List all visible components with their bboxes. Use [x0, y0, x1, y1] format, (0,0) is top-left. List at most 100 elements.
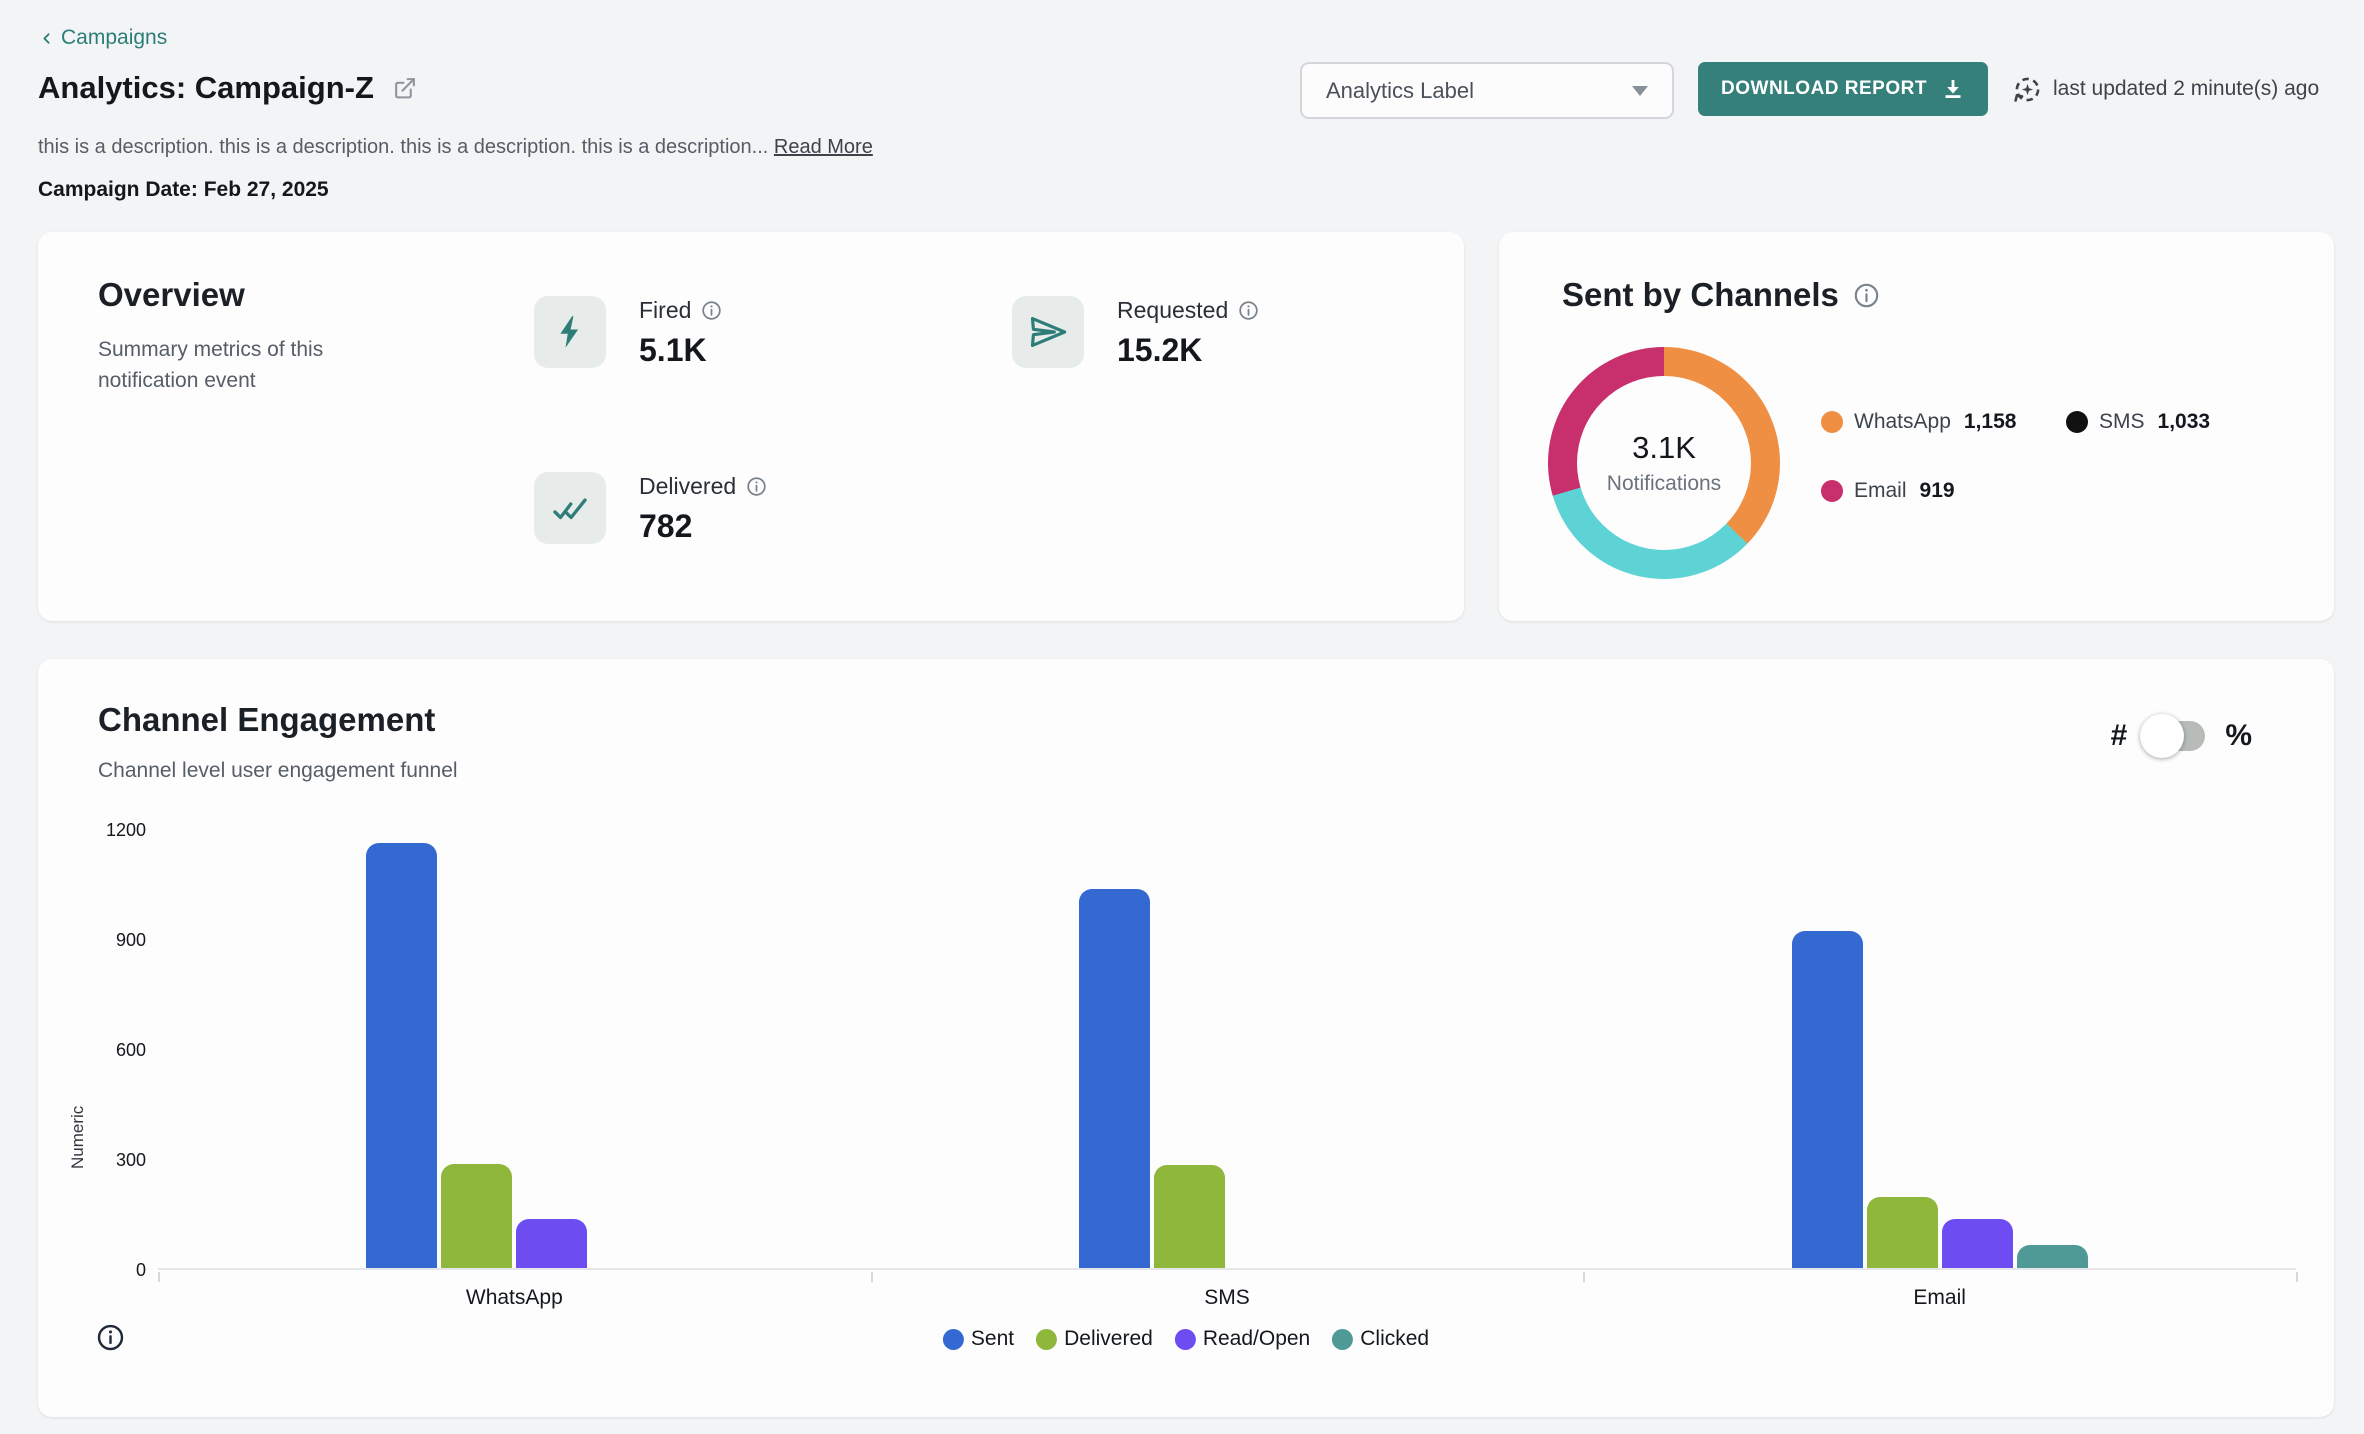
overview-subtitle: Summary metrics of this notification eve…: [98, 338, 324, 392]
x-axis-tick: [870, 1272, 873, 1282]
percent-icon: %: [2225, 719, 2252, 752]
external-link-icon[interactable]: [392, 76, 417, 101]
legend-dot-sent: [942, 1328, 964, 1350]
y-tick-300: 300: [115, 1150, 146, 1170]
download-icon: [1941, 77, 1965, 101]
category-section-email: Email: [1583, 830, 2296, 1309]
download-report-label: DOWNLOAD REPORT: [1721, 78, 1927, 99]
info-icon[interactable]: [1238, 300, 1259, 321]
lightning-icon: [534, 296, 606, 368]
download-report-button[interactable]: DOWNLOAD REPORT: [1698, 62, 1988, 116]
bar-delivered-email: [1866, 1196, 1938, 1268]
overview-title: Overview: [98, 276, 245, 313]
overview-card: Overview Summary metrics of this notific…: [38, 232, 1464, 621]
legend-item-whatsapp[interactable]: WhatsApp 1,158: [1821, 410, 2016, 434]
category-section-whatsapp: WhatsApp: [158, 830, 871, 1309]
metric-fired: Fired 5.1K: [534, 296, 722, 369]
legend-item-sms[interactable]: SMS 1,033: [2066, 410, 2210, 434]
engagement-legend-item-read-open[interactable]: Read/Open: [1174, 1327, 1311, 1351]
legend-value: 919: [1919, 479, 1955, 502]
description-text: this is a description. this is a descrip…: [38, 136, 769, 158]
sync-icon: [2012, 74, 2043, 105]
engagement-legend-item-sent[interactable]: Sent: [942, 1327, 1015, 1351]
breadcrumb-campaigns[interactable]: Campaigns: [38, 26, 167, 50]
info-icon[interactable]: [746, 476, 767, 497]
metric-requested-label: Requested: [1117, 297, 1229, 323]
bar-sent-sms: [1079, 889, 1150, 1268]
hash-icon: #: [2110, 719, 2128, 752]
chevron-left-icon: [38, 30, 55, 47]
legend-dot-sms: [2066, 411, 2088, 433]
engagement-legend: Sent Delivered Read/Open Clicked: [942, 1327, 1429, 1351]
legend-label: Delivered: [1064, 1327, 1153, 1350]
donut-center-value: 3.1K: [1632, 430, 1696, 465]
campaign-description: this is a description. this is a descrip…: [38, 136, 873, 159]
bar-delivered-sms: [1154, 1165, 1225, 1268]
legend-item-email[interactable]: Email 919: [1821, 479, 1955, 503]
info-icon[interactable]: [1853, 282, 1880, 309]
category-label-whatsapp: WhatsApp: [465, 1286, 563, 1309]
double-check-icon: [534, 472, 606, 544]
legend-label: Clicked: [1360, 1327, 1430, 1350]
channels-donut-chart: 3.1K Notifications: [1548, 347, 1780, 579]
x-axis-tick: [1583, 1272, 1586, 1282]
category-label-email: Email: [1913, 1286, 1966, 1309]
chevron-down-icon: [1632, 85, 1648, 96]
bar-delivered-whatsapp: [441, 1163, 513, 1268]
metric-delivered-label: Delivered: [639, 473, 737, 499]
send-icon: [1012, 296, 1084, 368]
legend-label: Read/Open: [1202, 1327, 1311, 1350]
legend-dot-clicked: [1332, 1328, 1354, 1350]
category-section-sms: SMS: [871, 830, 1584, 1309]
sent-by-channels-card: Sent by Channels 3.1K Notifications What…: [1499, 232, 2334, 621]
info-icon[interactable]: [96, 1323, 125, 1352]
x-axis-tick: [2296, 1272, 2298, 1282]
engagement-legend-item-delivered[interactable]: Delivered: [1036, 1327, 1153, 1351]
breadcrumb-label: Campaigns: [61, 26, 168, 49]
analytics-label-value: Analytics Label: [1326, 77, 1474, 103]
bar-clicked-email: [2016, 1245, 2088, 1268]
metric-delivered-value: 782: [639, 508, 693, 544]
legend-value: 1,033: [2157, 410, 2211, 433]
bar-sent-email: [1791, 931, 1863, 1268]
metric-requested-value: 15.2K: [1117, 332, 1203, 368]
legend-value: 1,158: [1963, 410, 2017, 433]
bar-sent-whatsapp: [366, 843, 438, 1268]
engagement-legend-item-clicked[interactable]: Clicked: [1332, 1327, 1429, 1351]
legend-dot-delivered: [1036, 1328, 1058, 1350]
y-tick-600: 600: [115, 1040, 146, 1060]
legend-label: SMS: [2099, 410, 2145, 433]
last-updated-text: last updated 2 minute(s) ago: [2053, 77, 2320, 100]
y-tick-900: 900: [115, 930, 146, 950]
y-tick-0: 0: [135, 1260, 146, 1280]
y-tick-1200: 1200: [105, 820, 146, 840]
category-label-sms: SMS: [1204, 1286, 1250, 1309]
last-updated-status: last updated 2 minute(s) ago: [2012, 62, 2319, 116]
legend-label: Email: [1854, 479, 1907, 502]
info-icon[interactable]: [701, 300, 722, 321]
legend-label: WhatsApp: [1854, 410, 1951, 433]
analytics-label-dropdown[interactable]: Analytics Label: [1300, 62, 1674, 119]
legend-dot-read-open: [1174, 1328, 1196, 1350]
bar-read-open-email: [1941, 1218, 2013, 1268]
bar-read-open-whatsapp: [516, 1218, 588, 1268]
count-percent-toggle-group: # %: [2110, 714, 2252, 758]
metric-requested: Requested 15.2K: [1012, 296, 1259, 369]
read-more-link[interactable]: Read More: [773, 136, 873, 158]
engagement-title: Channel Engagement: [98, 701, 436, 738]
campaign-date: Campaign Date: Feb 27, 2025: [38, 178, 329, 201]
metric-fired-value: 5.1K: [639, 332, 707, 368]
x-axis-tick: [158, 1272, 160, 1282]
legend-label: Sent: [970, 1327, 1015, 1350]
sent-by-channels-title: Sent by Channels: [1562, 276, 1839, 313]
metric-fired-label: Fired: [639, 297, 692, 323]
engagement-bar-chart: WhatsApp SMS Email: [158, 830, 2296, 1309]
page-title: Analytics: Campaign-Z: [38, 70, 374, 105]
engagement-subtitle: Channel level user engagement funnel: [98, 759, 458, 782]
legend-dot-email: [1821, 480, 1843, 502]
legend-dot-whatsapp: [1821, 411, 1843, 433]
metric-delivered: Delivered 782: [534, 472, 767, 545]
donut-center-label: Notifications: [1606, 472, 1722, 495]
toggle-knob: [2140, 714, 2185, 758]
count-percent-toggle[interactable]: [2140, 714, 2206, 758]
